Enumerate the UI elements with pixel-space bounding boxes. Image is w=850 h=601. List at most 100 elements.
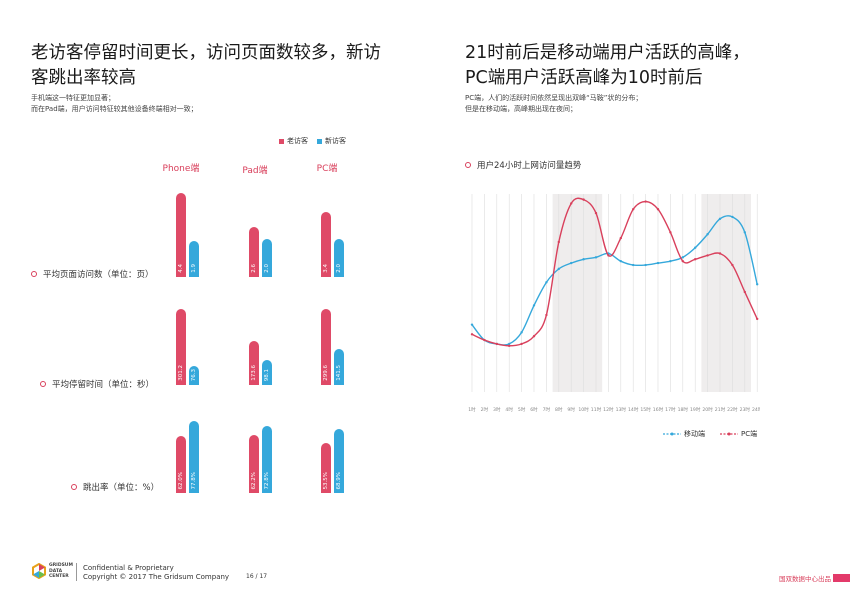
logo-text: GRIDSUM DATA CENTER bbox=[49, 563, 73, 580]
legend-pc-label: PC端 bbox=[741, 430, 758, 438]
data-point-pc bbox=[532, 335, 536, 338]
data-point-pc bbox=[656, 208, 660, 211]
bar-value-label: 141.5 bbox=[336, 365, 342, 381]
data-point-mobile bbox=[718, 217, 722, 221]
bar-value-label: 1.9 bbox=[191, 264, 197, 273]
data-point-mobile bbox=[532, 304, 536, 307]
bar-time-new-2: 141.5 bbox=[334, 349, 344, 385]
bar-value-label: 2.0 bbox=[264, 264, 270, 273]
logo-text-line3: CENTER bbox=[49, 574, 69, 579]
x-tick-label: 22时 bbox=[727, 406, 738, 413]
bar-pages-old-0: 4.4 bbox=[176, 193, 186, 277]
left-title-line2: 客跳出率较高 bbox=[31, 68, 136, 88]
x-tick-label: 21时 bbox=[715, 406, 726, 413]
circle-bullet-icon bbox=[71, 484, 77, 490]
x-tick-label: 16时 bbox=[653, 406, 664, 413]
bar-pages-old-2: 3.4 bbox=[321, 212, 331, 277]
circle-bullet-icon bbox=[31, 271, 37, 277]
x-tick-label: 9时 bbox=[567, 406, 575, 413]
data-point-mobile bbox=[570, 261, 573, 265]
data-point-pc bbox=[508, 344, 511, 348]
bar-value-label: 76.3 bbox=[191, 368, 197, 381]
line-chart-title-text: 用户24小时上网访问量趋势 bbox=[477, 161, 582, 171]
data-point-pc bbox=[669, 231, 672, 234]
data-point-mobile bbox=[743, 231, 746, 234]
data-point-pc bbox=[681, 259, 684, 263]
device-label-pad: Pad端 bbox=[242, 166, 268, 176]
x-tick-label: 12时 bbox=[603, 406, 614, 413]
data-point-pc bbox=[470, 333, 474, 336]
brand-label: 国双数据中心出品 bbox=[779, 575, 831, 583]
bar-bounce-new-1: 72.8% bbox=[262, 425, 272, 493]
x-tick-label: 5时 bbox=[518, 406, 526, 413]
data-point-pc bbox=[632, 208, 635, 211]
data-point-mobile bbox=[644, 263, 647, 267]
data-point-pc bbox=[582, 198, 585, 201]
left-subtitle-line1: 手机端这一特征更加显著； bbox=[31, 94, 115, 102]
data-point-mobile bbox=[731, 215, 734, 219]
legend-old-swatch bbox=[279, 138, 284, 144]
bar-bounce-old-2: 53.5% bbox=[321, 443, 331, 493]
bar-value-label: 173.6 bbox=[251, 365, 257, 381]
bar-time-old-2: 299.6 bbox=[321, 309, 331, 385]
data-point-mobile bbox=[669, 259, 672, 263]
footer-divider bbox=[76, 563, 77, 581]
bar-legend: 老访客 新访客 bbox=[279, 136, 346, 146]
data-point-pc bbox=[594, 211, 598, 215]
metric-label-bounce: 跳出率（单位：%） bbox=[71, 481, 159, 493]
peak-band-0 bbox=[552, 194, 603, 392]
legend-new-swatch bbox=[317, 138, 322, 144]
right-subtitle-line2: 但是在移动端，高峰期出现在夜间； bbox=[465, 105, 577, 113]
bar-time-old-1: 173.6 bbox=[249, 341, 259, 385]
footer-copyright: Copyright © 2017 The Gridsum Company bbox=[83, 573, 230, 581]
data-point-mobile bbox=[619, 259, 622, 263]
circle-bullet-icon bbox=[40, 381, 46, 387]
data-point-pc bbox=[619, 236, 622, 240]
bar-value-label: 62.2% bbox=[251, 471, 257, 489]
data-point-pc bbox=[495, 342, 498, 346]
bar-value-label: 72.8% bbox=[264, 471, 270, 489]
data-point-pc bbox=[520, 342, 523, 346]
device-label-pc: PC端 bbox=[316, 164, 338, 174]
data-point-pc bbox=[731, 263, 734, 267]
data-point-mobile bbox=[656, 261, 660, 265]
x-tick-label: 7时 bbox=[543, 406, 551, 413]
legend-new-label: 新访客 bbox=[325, 137, 346, 145]
line-legend: 移动端 PC端 bbox=[663, 429, 757, 439]
data-point-pc bbox=[718, 252, 722, 255]
bar-value-label: 98.1 bbox=[264, 368, 270, 381]
footer-confidential: Confidential & Proprietary bbox=[83, 564, 174, 572]
data-point-pc bbox=[644, 200, 647, 203]
data-point-pc bbox=[694, 258, 697, 261]
data-point-mobile bbox=[756, 283, 759, 286]
bar-value-label: 2.0 bbox=[336, 264, 342, 273]
bar-value-label: 301.2 bbox=[178, 365, 184, 381]
legend-old-label: 老访客 bbox=[287, 137, 308, 145]
data-point-mobile bbox=[470, 323, 474, 326]
x-tick-label: 23时 bbox=[740, 406, 751, 413]
legend-pc-swatch bbox=[720, 432, 738, 436]
page-number: 16 / 17 bbox=[246, 573, 268, 580]
metric-label-time: 平均停留时间（单位：秒） bbox=[40, 378, 154, 390]
bar-time-new-1: 98.1 bbox=[262, 360, 272, 385]
data-point-mobile bbox=[632, 263, 635, 267]
series-line-mobile bbox=[471, 215, 758, 346]
legend-mobile-swatch bbox=[663, 432, 681, 436]
x-tick-label: 2时 bbox=[481, 406, 489, 413]
bar-value-label: 4.4 bbox=[178, 264, 184, 273]
bar-value-label: 68.9% bbox=[336, 471, 342, 489]
metric-label-bounce-text: 跳出率（单位：%） bbox=[83, 483, 160, 493]
bar-pages-old-1: 2.6 bbox=[249, 227, 259, 277]
data-point-mobile bbox=[557, 267, 560, 271]
left-title-line1: 老访客停留时间更长，访问页面数较多，新访 bbox=[31, 43, 381, 63]
data-point-mobile bbox=[545, 281, 548, 284]
x-tick-label: 1时 bbox=[468, 406, 476, 413]
x-tick-label: 19时 bbox=[690, 406, 701, 413]
data-point-pc bbox=[570, 202, 573, 205]
line-chart-title: 用户24小时上网访问量趋势 bbox=[465, 159, 581, 171]
data-point-mobile bbox=[508, 342, 511, 346]
bar-bounce-new-2: 68.9% bbox=[334, 429, 344, 493]
x-tick-label: 14时 bbox=[628, 406, 639, 413]
right-subtitle-line1: PC端，人们的活跃时间依然呈现出双峰“马鞍”状的分布； bbox=[465, 94, 643, 102]
right-title-line1: 21时前后是移动端用户活跃的高峰， bbox=[465, 43, 750, 63]
